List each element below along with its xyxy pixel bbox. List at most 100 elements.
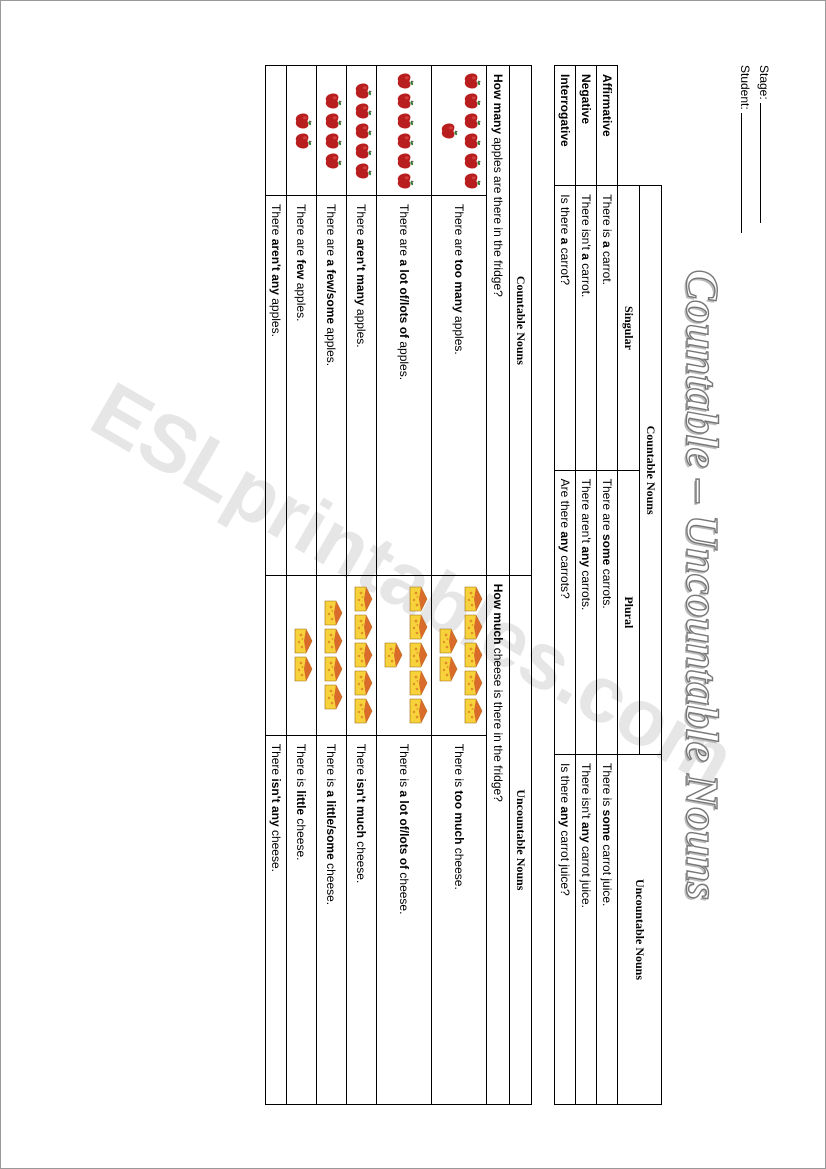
apple-icon [396, 91, 414, 109]
stage-blank[interactable] [760, 103, 770, 223]
cell-singular: There is a carrot. [596, 185, 617, 469]
cheese-icons [431, 575, 486, 735]
cell-uncount: There isn't any carrot juice. [575, 754, 596, 1104]
apple-icon [396, 171, 414, 189]
t1-head-countable: Countable Nouns [639, 185, 661, 754]
cell-uncount: Is there any carrot juice? [554, 754, 575, 1104]
cheese-icon [408, 614, 428, 640]
cheese-icons [316, 575, 346, 735]
cheese-icon [463, 670, 483, 696]
t2-head-uncountable: Uncountable Nouns [509, 575, 531, 1104]
apple-icons [346, 65, 376, 195]
cell-plural: Are there any carrots? [554, 470, 575, 754]
uncount-sentence: There isn't any cheese. [265, 735, 286, 1104]
apple-icon [294, 131, 312, 149]
apple-icon [324, 91, 342, 109]
q-count-post: apples are there in the fridge? [491, 134, 505, 297]
cell-plural: There aren't any carrots. [575, 470, 596, 754]
t1-head-uncountable: Uncountable Nouns [617, 754, 661, 1104]
cheese-icon [438, 628, 458, 654]
cheese-icon [353, 586, 373, 612]
cheese-icon [408, 642, 428, 668]
quantifier-table: Countable Nouns Uncountable Nouns How ma… [265, 65, 532, 1105]
grammar-table-1: Countable Nouns Uncountable Nouns Singul… [554, 65, 662, 1105]
apple-icons [431, 65, 486, 195]
cheese-icon [383, 642, 403, 668]
apple-icon [463, 171, 481, 189]
t1-head-plural: Plural [617, 470, 639, 754]
t1-head-singular: Singular [617, 185, 639, 469]
cheese-icons [265, 575, 286, 735]
apple-icon [354, 141, 372, 159]
row-label: Negative [575, 65, 596, 185]
cheese-icon [353, 614, 373, 640]
apple-icon [396, 131, 414, 149]
q-uncount-post: cheese is there in the fridge? [491, 644, 505, 801]
cheese-icons [286, 575, 316, 735]
cheese-icon [408, 586, 428, 612]
worksheet-content: Stage: Student: Countable – Uncountable … [33, 25, 793, 1145]
how-many: How many [491, 74, 505, 134]
apple-icons [265, 65, 286, 195]
apple-icon [463, 111, 481, 129]
apple-icon [396, 71, 414, 89]
count-sentence: There are few apples. [286, 195, 316, 575]
apple-icon [294, 111, 312, 129]
cheese-icon [323, 600, 343, 626]
apple-icon [324, 151, 342, 169]
t2-question-uncount: How much cheese is there in the fridge? [486, 575, 509, 1104]
cheese-icon [323, 684, 343, 710]
cheese-icons [376, 575, 431, 735]
cheese-icon [293, 656, 313, 682]
row-label: Affirmative [596, 65, 617, 185]
cheese-icon [293, 628, 313, 654]
apple-icon [463, 151, 481, 169]
cell-plural: There are some carrots. [596, 470, 617, 754]
apple-icon [354, 161, 372, 179]
apple-icon [463, 71, 481, 89]
t2-question-count: How many apples are there in the fridge? [486, 65, 509, 575]
count-sentence: There are too many apples. [431, 195, 486, 575]
apple-icon [463, 131, 481, 149]
worksheet-title: Countable – Uncountable Nouns [676, 65, 729, 1105]
cheese-icon [353, 670, 373, 696]
apple-icon [396, 111, 414, 129]
uncount-sentence: There is a lot of/lots of cheese. [376, 735, 431, 1104]
uncount-sentence: There is a little/some cheese. [316, 735, 346, 1104]
row-label: Interrogative [554, 65, 575, 185]
count-sentence: There are a lot of/lots of apples. [376, 195, 431, 575]
apple-icon [354, 101, 372, 119]
cell-uncount: There is some carrot juice. [596, 754, 617, 1104]
count-sentence: There aren't any apples. [265, 195, 286, 575]
uncount-sentence: There isn't much cheese. [346, 735, 376, 1104]
how-much: How much [491, 583, 505, 644]
empty-corner [617, 65, 661, 185]
header-fields: Stage: Student: [735, 65, 773, 1105]
cheese-icon [438, 656, 458, 682]
cheese-icon [353, 698, 373, 724]
cheese-icon [463, 698, 483, 724]
cheese-icon [408, 670, 428, 696]
stage-label: Stage: [757, 65, 771, 100]
count-sentence: There aren't many apples. [346, 195, 376, 575]
cheese-icon [463, 614, 483, 640]
cheese-icon [463, 642, 483, 668]
uncount-sentence: There is little cheese. [286, 735, 316, 1104]
cell-singular: Is there a carrot? [554, 185, 575, 469]
apple-icon [396, 151, 414, 169]
apple-icons [316, 65, 346, 195]
cheese-icon [353, 642, 373, 668]
cell-singular: There isn't a carrot. [575, 185, 596, 469]
cheese-icon [463, 586, 483, 612]
apple-icons [286, 65, 316, 195]
apple-icon [354, 121, 372, 139]
student-label: Student: [738, 65, 752, 110]
apple-icon [440, 121, 458, 139]
student-blank[interactable] [741, 113, 751, 233]
cheese-icon [323, 628, 343, 654]
apple-icon [324, 111, 342, 129]
uncount-sentence: There is too much cheese. [431, 735, 486, 1104]
apple-icons [376, 65, 431, 195]
t2-head-countable: Countable Nouns [509, 65, 531, 575]
cheese-icons [346, 575, 376, 735]
